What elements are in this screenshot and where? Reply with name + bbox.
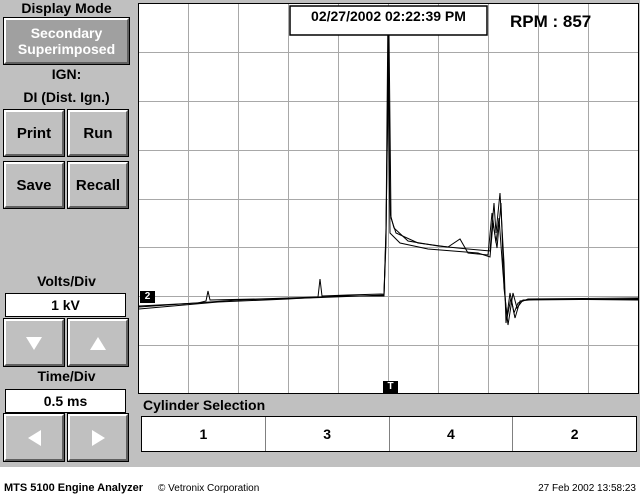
- product-name: MTS 5100 Engine Analyzer: [4, 482, 143, 494]
- time-left-button[interactable]: [3, 413, 65, 462]
- recall-button[interactable]: Recall: [67, 161, 129, 209]
- time-div-value: 0.5 ms: [5, 389, 126, 413]
- volts-down-button[interactable]: [3, 318, 65, 367]
- time-right-button[interactable]: [67, 413, 129, 462]
- display-mode-button[interactable]: Secondary Superimposed: [3, 17, 130, 65]
- ign-value: DI (Dist. Ign.): [23, 89, 110, 105]
- status-bar: MTS 5100 Engine Analyzer © Vetronix Corp…: [0, 467, 640, 500]
- ign-label: IGN:: [51, 66, 82, 82]
- cylinder-selection-label: Cylinder Selection: [143, 397, 266, 413]
- print-button[interactable]: Print: [3, 109, 65, 157]
- cylinder-cell[interactable]: 3: [266, 417, 390, 451]
- button-text: Secondary: [30, 25, 103, 41]
- cylinder-cell[interactable]: 2: [570, 426, 579, 442]
- button-text: Superimposed: [17, 41, 116, 57]
- cylinder-row: 1 3 4 2: [141, 416, 637, 452]
- display-mode-label: Display Mode: [21, 0, 112, 16]
- cylinder-cell[interactable]: 1: [142, 417, 266, 451]
- channel-marker: 2: [140, 291, 155, 303]
- trigger-marker: T: [383, 381, 398, 393]
- footer-datetime: 27 Feb 2002 13:58:23: [538, 483, 636, 494]
- down-arrow: [26, 336, 42, 350]
- volts-div-value: 1 kV: [5, 293, 126, 317]
- up-arrow: [90, 336, 106, 350]
- rpm-readout: RPM : 857: [510, 12, 592, 31]
- volts-up-button[interactable]: [67, 318, 129, 367]
- volts-div-label: Volts/Div: [37, 273, 96, 289]
- copyright: © Vetronix Corporation: [158, 483, 260, 494]
- timestamp: 02/27/2002 02:22:39 PM: [311, 8, 466, 24]
- scope-display: [138, 3, 639, 394]
- right-arrow: [92, 429, 105, 446]
- time-div-label: Time/Div: [37, 368, 96, 384]
- left-arrow: [28, 429, 41, 446]
- cylinder-cell[interactable]: 4: [390, 417, 514, 451]
- run-button[interactable]: Run: [67, 109, 129, 157]
- save-button[interactable]: Save: [3, 161, 65, 209]
